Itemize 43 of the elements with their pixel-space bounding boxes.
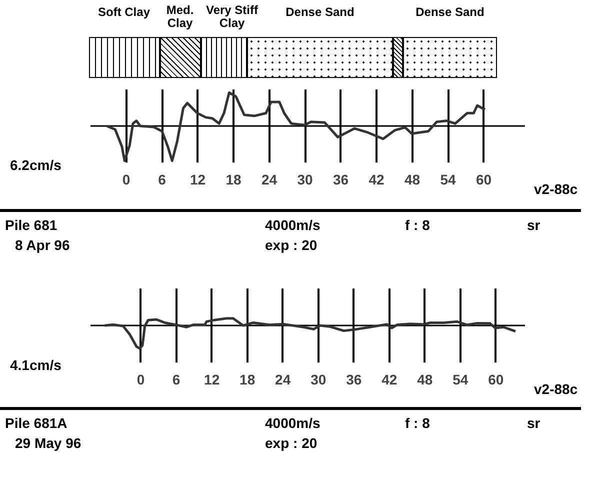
x-tick-label: 36: [346, 372, 362, 388]
text: sr: [527, 414, 540, 433]
text: sr: [527, 216, 540, 235]
category-label: Med. Clay: [166, 3, 194, 30]
text: Pile 681A: [5, 414, 68, 433]
x-tick-label: 6: [158, 172, 166, 188]
x-tick-label: 0: [122, 172, 130, 188]
y-axis-title: 6.2cm/s: [10, 156, 62, 175]
text: 4000m/s: [265, 216, 320, 235]
text: v2-88c: [534, 180, 578, 199]
text: 29 May 96: [15, 434, 82, 453]
x-tick-label: 54: [440, 172, 456, 188]
x-tick-label: 30: [310, 372, 326, 388]
x-tick-label: 42: [368, 172, 385, 188]
x-tick-label: 30: [297, 172, 314, 188]
x-tick-label: 18: [240, 372, 256, 388]
x-tick-label: 36: [332, 172, 349, 188]
text: exp : 20: [265, 236, 318, 255]
text: Pile 681: [5, 216, 58, 235]
x-tick-label: 24: [275, 372, 291, 388]
x-tick-label: 54: [452, 372, 468, 388]
x-tick-label: 42: [382, 372, 398, 388]
x-tick-label: 60: [488, 372, 504, 388]
x-tick-label: 6: [172, 372, 180, 388]
category-label: Dense Sand: [414, 5, 486, 19]
category-label: Soft Clay: [98, 5, 150, 19]
category-label: Very Stiff Clay: [206, 3, 258, 30]
x-tick-label: 12: [190, 172, 206, 188]
x-tick-label: 0: [136, 372, 145, 388]
text: 4000m/s: [265, 414, 320, 433]
x-tick-label: 24: [261, 172, 278, 188]
x-tick-label: 12: [204, 372, 220, 388]
x-tick-label: 48: [417, 372, 433, 388]
text: f : 8: [405, 414, 430, 433]
text: exp : 20: [265, 434, 318, 453]
category-label: Dense Sand: [284, 5, 356, 19]
x-tick-label: 48: [404, 172, 420, 188]
x-tick-label: 60: [476, 172, 492, 188]
y-axis-title: 4.1cm/s: [10, 356, 62, 375]
text: 8 Apr 96: [15, 236, 70, 255]
x-tick-label: 18: [226, 172, 242, 188]
text: v2-88c: [534, 380, 578, 399]
text: f : 8: [405, 216, 430, 235]
